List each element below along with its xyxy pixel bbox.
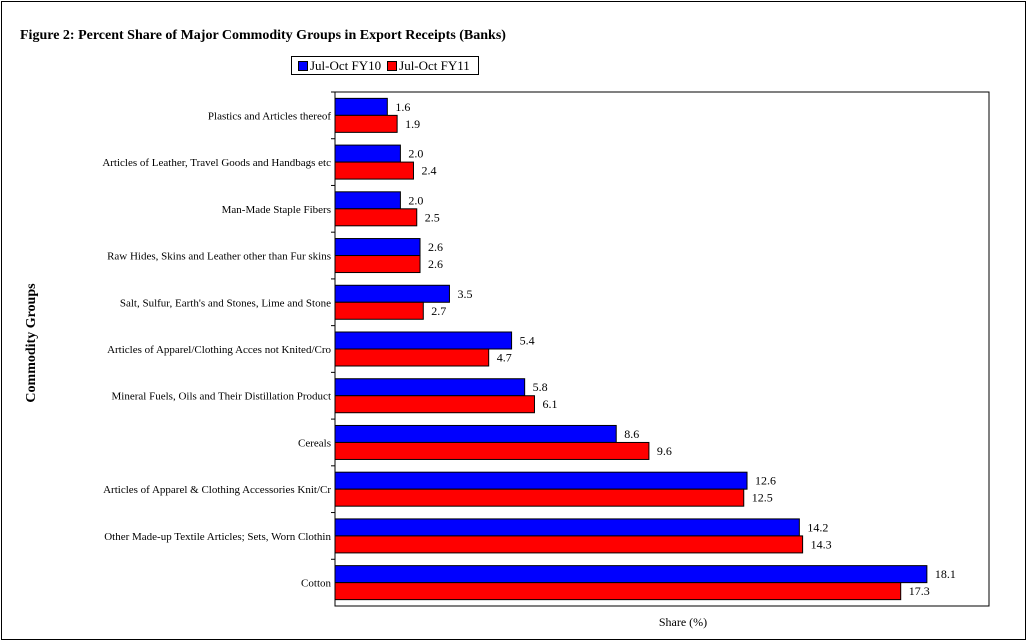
- legend-item-fy10: Jul-Oct FY10: [298, 58, 381, 74]
- bar-fy10-man-made-staple-fibers: [334, 191, 401, 210]
- bar-fy10-articles-of-apparel-clothing-acces-not-knited-cro: [334, 331, 513, 350]
- data-label-fy10-salt-sulfur-earth-s-and-stones-lime-and-stone: 3.5: [457, 287, 472, 301]
- bar-fy11-cotton: [334, 582, 902, 601]
- data-label-fy10-mineral-fuels-oils-and-their-distillation-product: 5.8: [533, 380, 548, 394]
- category-label-raw-hides-skins-and-leather-other-than-fur-skins: Raw Hides, Skins and Leather other than …: [107, 251, 331, 263]
- bar-fy10-articles-of-leather-travel-goods-and-handbags-etc: [334, 144, 401, 163]
- chart-title: Figure 2: Percent Share of Major Commodi…: [20, 28, 506, 43]
- bar-fy11-salt-sulfur-earth-s-and-stones-lime-and-stone: [334, 301, 424, 320]
- bar-fy10-plastics-and-articles-thereof: [334, 97, 388, 116]
- bar-fy10-articles-of-apparel-clothing-accessories-knit-cr: [334, 471, 748, 490]
- data-label-fy11-articles-of-apparel-clothing-accessories-knit-cr: 12.5: [752, 491, 773, 505]
- legend-label-fy10: Jul-Oct FY10: [310, 57, 382, 73]
- legend-label-fy11: Jul-Oct FY11: [399, 57, 470, 73]
- data-label-fy10-cereals: 8.6: [624, 427, 639, 441]
- bar-fy10-raw-hides-skins-and-leather-other-than-fur-skins: [334, 238, 421, 257]
- data-label-fy10-plastics-and-articles-thereof: 1.6: [395, 100, 410, 114]
- category-label-articles-of-apparel-clothing-acces-not-knited-cro: Articles of Apparel/Clothing Acces not K…: [107, 344, 331, 356]
- bar-fy11-mineral-fuels-oils-and-their-distillation-product: [334, 395, 535, 414]
- legend-swatch-fy10: [298, 60, 308, 71]
- legend-swatch-fy11: [387, 60, 398, 71]
- bar-fy11-other-made-up-textile-articles-sets-worn-clothin: [334, 535, 804, 554]
- data-label-fy11-plastics-and-articles-thereof: 1.9: [405, 117, 420, 131]
- x-axis-title: Share (%): [658, 615, 708, 629]
- category-label-articles-of-apparel-clothing-accessories-knit-cr: Articles of Apparel & Clothing Accessori…: [103, 484, 331, 496]
- category-label-mineral-fuels-oils-and-their-distillation-product: Mineral Fuels, Oils and Their Distillati…: [112, 391, 331, 403]
- data-label-fy11-cereals: 9.6: [657, 444, 672, 458]
- bar-fy11-plastics-and-articles-thereof: [334, 114, 398, 133]
- legend: Jul-Oct FY10 Jul-Oct FY11: [291, 56, 479, 75]
- bar-fy11-articles-of-leather-travel-goods-and-handbags-etc: [334, 161, 414, 180]
- data-label-fy10-articles-of-apparel-clothing-accessories-knit-cr: 12.6: [755, 474, 776, 488]
- bar-fy10-salt-sulfur-earth-s-and-stones-lime-and-stone: [334, 284, 450, 303]
- bar-fy10-cereals: [334, 424, 617, 443]
- data-label-fy11-raw-hides-skins-and-leather-other-than-fur-skins: 2.6: [428, 257, 443, 271]
- category-label-cereals: Cereals: [298, 437, 331, 449]
- bar-fy11-raw-hides-skins-and-leather-other-than-fur-skins: [334, 255, 421, 274]
- data-label-fy11-other-made-up-textile-articles-sets-worn-clothin: 14.3: [811, 537, 832, 551]
- data-label-fy10-raw-hides-skins-and-leather-other-than-fur-skins: 2.6: [428, 240, 443, 254]
- category-label-salt-sulfur-earth-s-and-stones-lime-and-stone: Salt, Sulfur, Earth's and Stones, Lime a…: [120, 297, 331, 309]
- data-label-fy11-man-made-staple-fibers: 2.5: [425, 210, 440, 224]
- bar-fy10-cotton: [334, 565, 928, 584]
- category-label-other-made-up-textile-articles-sets-worn-clothin: Other Made-up Textile Articles; Sets, Wo…: [104, 531, 331, 543]
- data-label-fy11-mineral-fuels-oils-and-their-distillation-product: 6.1: [542, 397, 557, 411]
- data-label-fy11-articles-of-leather-travel-goods-and-handbags-etc: 2.4: [421, 164, 436, 178]
- bar-fy10-mineral-fuels-oils-and-their-distillation-product: [334, 378, 526, 397]
- data-label-fy11-salt-sulfur-earth-s-and-stones-lime-and-stone: 2.7: [431, 304, 446, 318]
- bar-fy11-man-made-staple-fibers: [334, 208, 418, 227]
- data-label-fy11-articles-of-apparel-clothing-acces-not-knited-cro: 4.7: [497, 351, 512, 365]
- data-label-fy10-articles-of-apparel-clothing-acces-not-knited-cro: 5.4: [520, 334, 535, 348]
- category-label-articles-of-leather-travel-goods-and-handbags-etc: Articles of Leather, Travel Goods and Ha…: [102, 157, 331, 169]
- bar-fy11-articles-of-apparel-clothing-accessories-knit-cr: [334, 488, 745, 507]
- bar-fy11-cereals: [334, 441, 650, 460]
- category-label-plastics-and-articles-thereof: Plastics and Articles thereof: [208, 110, 331, 122]
- legend-item-fy11: Jul-Oct FY11: [387, 58, 470, 74]
- data-label-fy10-cotton: 18.1: [935, 567, 956, 581]
- data-label-fy10-articles-of-leather-travel-goods-and-handbags-etc: 2.0: [408, 147, 423, 161]
- data-label-fy10-other-made-up-textile-articles-sets-worn-clothin: 14.2: [807, 520, 828, 534]
- category-label-man-made-staple-fibers: Man-Made Staple Fibers: [222, 204, 331, 216]
- category-label-cotton: Cotton: [301, 578, 331, 590]
- data-label-fy11-cotton: 17.3: [909, 584, 930, 598]
- bar-fy10-other-made-up-textile-articles-sets-worn-clothin: [334, 518, 800, 537]
- bar-fy11-articles-of-apparel-clothing-acces-not-knited-cro: [334, 348, 490, 367]
- data-label-fy10-man-made-staple-fibers: 2.0: [408, 193, 423, 207]
